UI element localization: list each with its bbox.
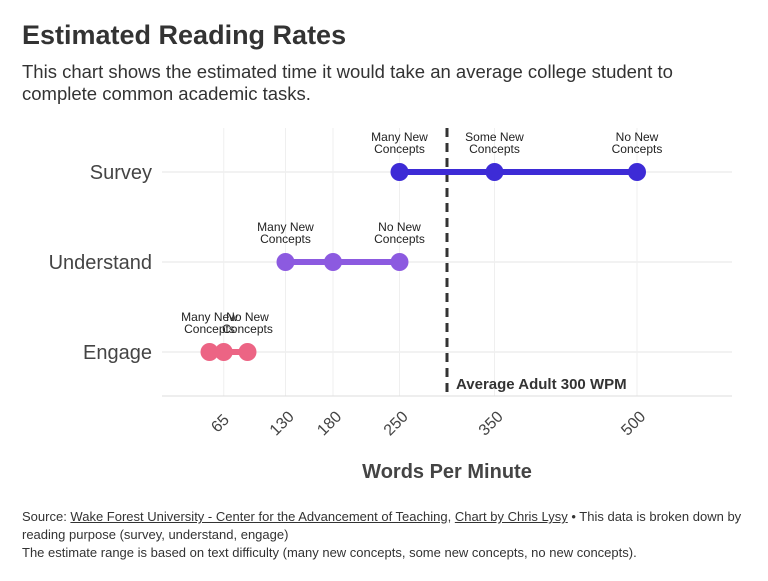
point-label: Many New Concepts <box>181 310 238 336</box>
point-label: Many New Concepts <box>371 130 428 156</box>
data-point <box>390 253 409 271</box>
data-point <box>485 163 504 181</box>
dot-range-chart: Survey Understand Engage Average Adult 300 … <box>49 128 732 483</box>
chart-footer: Source: Wake Forest University - Center … <box>22 508 762 562</box>
point-label: Some New Concepts <box>465 130 524 156</box>
x-tick-label: 350 <box>476 408 507 439</box>
chart-subtitle: This chart shows the estimated time it w… <box>22 61 673 104</box>
point-label: Many New Concepts <box>257 220 314 246</box>
x-tick-label: 65 <box>208 411 233 436</box>
chart-title: Estimated Reading Rates <box>22 20 347 50</box>
x-tick-label: 250 <box>381 408 412 439</box>
source-prefix: Source: <box>22 509 71 524</box>
point-label: No New Concepts <box>374 220 425 246</box>
category-label: Understand <box>49 252 152 274</box>
reference-line-label: Average Adult 300 WPM <box>456 376 627 393</box>
x-axis-title: Words Per Minute <box>362 461 532 483</box>
data-point <box>628 163 646 181</box>
data-point <box>324 253 342 271</box>
point-label: No New Concepts <box>222 310 273 336</box>
point-label: No New Concepts <box>612 130 663 156</box>
category-label: Survey <box>90 162 152 184</box>
data-point <box>390 163 409 181</box>
source-link[interactable]: Wake Forest University - Center for the … <box>70 509 448 524</box>
footer-note-2: The estimate range is based on text diff… <box>22 545 637 560</box>
category-label: Engage <box>83 342 152 364</box>
data-point <box>214 343 233 361</box>
x-tick-label: 130 <box>267 408 298 439</box>
chart-credit-link[interactable]: Chart by Chris Lysy <box>454 509 568 524</box>
data-point <box>200 343 219 361</box>
footer-separator: , <box>447 509 455 524</box>
footer-note-1: • This data is broken down by reading pu… <box>22 509 742 542</box>
x-tick-label: 180 <box>314 408 345 439</box>
x-tick-label: 500 <box>618 408 649 439</box>
data-point <box>276 253 295 271</box>
data-point <box>238 343 257 361</box>
